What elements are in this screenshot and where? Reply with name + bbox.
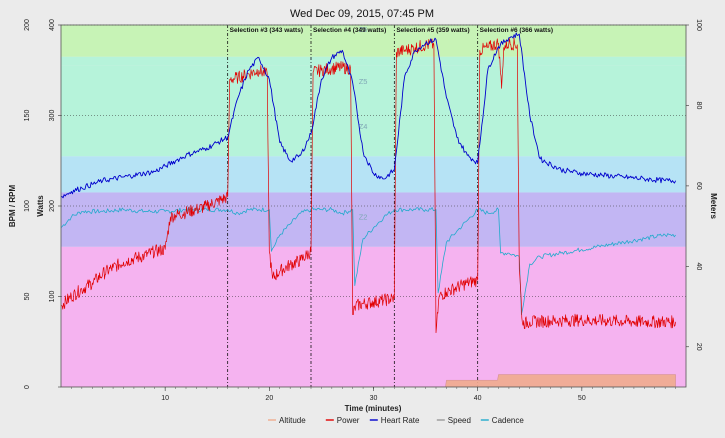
tick-label-x: 30 (370, 395, 378, 402)
power-zones (61, 25, 686, 387)
power-zone-band (61, 25, 686, 57)
series-heart-rate (61, 32, 677, 199)
power-zone-band (61, 56, 686, 66)
selection-label: Selection #4 (349 watts) (313, 27, 386, 34)
power-zone-band (61, 246, 686, 387)
legend-entry: Altitude (279, 416, 306, 425)
selections: Selection #3 (343 watts) Selection #4 (34… (227, 25, 553, 387)
tick-label-meters: 60 (695, 182, 702, 190)
chart-title: Wed Dec 09, 2015, 07:45 PM (290, 8, 434, 20)
tick-label-x: 50 (578, 395, 586, 402)
legend-entry: Speed (448, 416, 471, 425)
legend-entry: Power (337, 416, 360, 425)
tick-label-bpm: 200 (24, 19, 31, 31)
tick-label-bpm: 150 (24, 110, 31, 122)
series-power (61, 37, 676, 334)
x-axis-label: Time (minutes) (345, 404, 402, 413)
zone-label: Z6 (359, 25, 368, 34)
selection-label: Selection #5 (359 watts) (396, 27, 469, 34)
tick-label-meters: 100 (695, 19, 702, 31)
zone-labels: Z2 Z4 Z5 Z6 (359, 25, 368, 221)
ticks-right: 20 40 60 80 100 (686, 19, 702, 351)
tick-label-meters: 80 (695, 102, 702, 110)
tick-label-x: 40 (474, 395, 482, 402)
tick-label-bpm: 50 (24, 293, 31, 301)
zone-label: Z5 (359, 77, 368, 86)
tick-label-x: 10 (161, 395, 169, 402)
y-axis-label-meters: Meters (709, 193, 718, 219)
tick-label-meters: 20 (695, 343, 702, 351)
legend: Altitude Power Heart Rate Speed Cadence (268, 416, 524, 425)
y-axis-label-watts: Watts (36, 195, 45, 217)
tick-label-watts: 400 (49, 19, 56, 31)
series-layer (61, 32, 677, 387)
ticks-x: 10 20 30 40 50 (71, 387, 676, 402)
tick-label-bpm: 100 (24, 200, 31, 212)
legend-entry: Cadence (492, 416, 525, 425)
tick-label-bpm: 0 (24, 385, 31, 389)
series-altitude (61, 374, 676, 387)
tick-label-watts: 200 (49, 200, 56, 212)
tick-label-watts: 100 (49, 291, 56, 303)
y-axis-label-bpm: BPM / RPM (8, 185, 17, 228)
zone-label: Z2 (359, 213, 368, 222)
ticks-watts: 100 200 300 400 (49, 19, 56, 302)
tick-label-watts: 300 (49, 110, 56, 122)
zone-label: Z4 (359, 122, 368, 131)
tick-label-x: 20 (265, 395, 273, 402)
selection-label: Selection #3 (343 watts) (230, 27, 303, 34)
tick-label-meters: 40 (695, 262, 702, 270)
selection-label: Selection #6 (366 watts) (480, 27, 553, 34)
power-zone-band (61, 192, 686, 247)
series-cadence (61, 207, 676, 315)
legend-entry: Heart Rate (381, 416, 420, 425)
power-zone-band (61, 65, 686, 157)
ticks-left: 0 50 100 150 200 (24, 19, 61, 389)
